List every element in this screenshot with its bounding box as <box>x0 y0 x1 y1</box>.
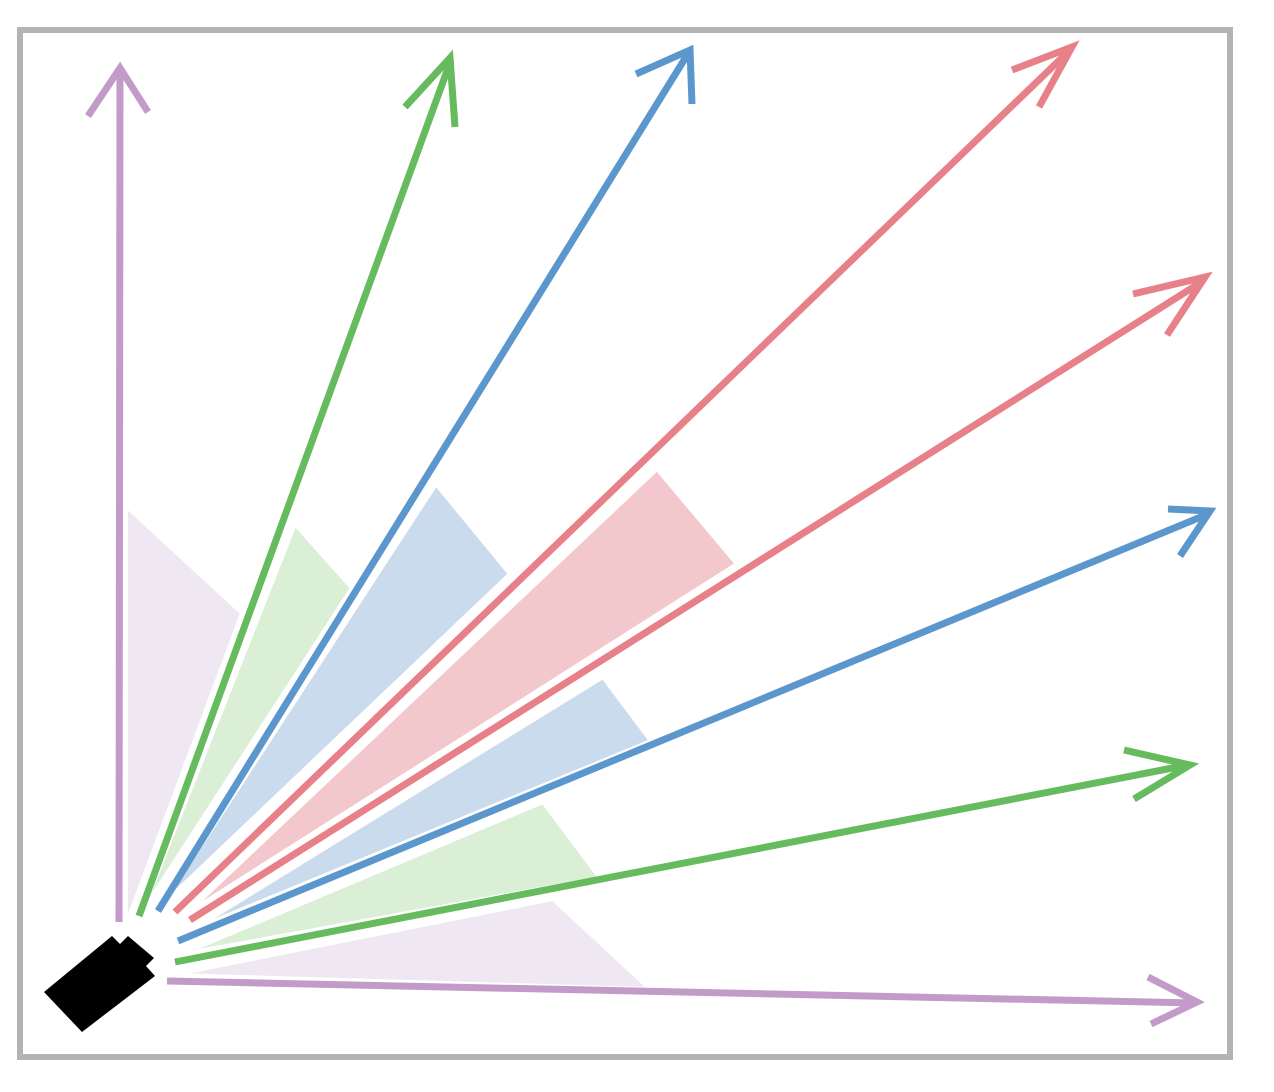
ray-purple-horizontal <box>166 973 1205 1028</box>
ray-line <box>176 510 1210 945</box>
ray-red-lower <box>188 271 1213 923</box>
ray-line <box>155 50 692 913</box>
ray-blue-lower <box>176 505 1217 945</box>
cone-blue-upper <box>160 480 513 907</box>
arrow-head <box>634 44 696 105</box>
arrow-head <box>402 49 459 128</box>
arrow-head <box>1146 973 1205 1028</box>
arrow-head <box>1132 271 1213 337</box>
ray-green-upper <box>135 49 459 918</box>
ray-line <box>166 977 1196 1007</box>
ray-blue-upper <box>155 44 696 913</box>
cone-red <box>184 466 741 916</box>
cone-green-lower <box>181 799 604 956</box>
arrow-head <box>1010 40 1080 109</box>
rays <box>85 40 1217 1028</box>
ray-line <box>135 58 455 918</box>
arrow-head <box>1167 505 1217 558</box>
arrow-head <box>85 61 151 118</box>
ray-purple-vertical <box>85 61 151 923</box>
ray-line <box>172 47 1073 915</box>
cone-purple-upper <box>124 501 245 926</box>
cone-blue-lower <box>190 674 655 932</box>
cone-purple-lower <box>171 896 656 992</box>
cone-green-upper <box>140 520 355 914</box>
cones <box>124 466 741 992</box>
camera <box>44 936 155 1032</box>
ray-line <box>174 761 1189 966</box>
arrow-head <box>1123 746 1200 802</box>
ray-line <box>188 278 1205 923</box>
ray-line <box>115 67 124 923</box>
ray-green-lower <box>174 746 1200 966</box>
ray-red-upper <box>172 40 1080 915</box>
